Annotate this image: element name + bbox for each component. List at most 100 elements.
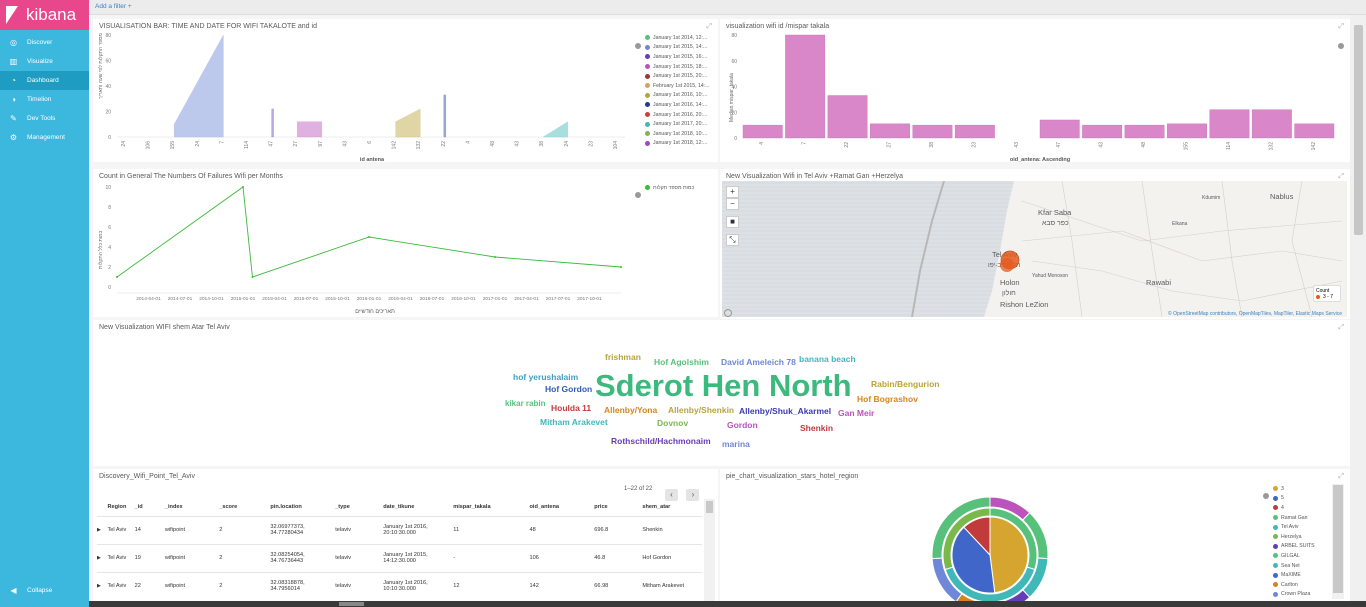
word-cloud-term[interactable]: Hof Agolshim	[654, 357, 709, 367]
expand-row-icon[interactable]: ▶	[97, 583, 101, 590]
word-cloud-term[interactable]: Shenkin	[800, 423, 834, 433]
word-cloud-term[interactable]: Gordon	[727, 420, 758, 430]
line-point[interactable]	[116, 276, 118, 278]
bar[interactable]	[1082, 124, 1123, 139]
row-toggle[interactable]: ▶	[97, 515, 108, 544]
table-row[interactable]: ▶ Tel Aviv 19 wifipoint 2 32.08254054, 34.767…	[97, 543, 702, 572]
bar[interactable]	[954, 124, 995, 139]
sidebar-item-timelion[interactable]: ◑ Timelion	[0, 90, 89, 109]
column-header[interactable]: _index	[164, 504, 183, 511]
column-header[interactable]: mispar_takala	[453, 504, 491, 511]
draw-shape-icon[interactable]: ■	[726, 216, 739, 228]
scroll-thumb[interactable]	[706, 501, 713, 513]
legend-item[interactable]: MaXIME	[1273, 570, 1328, 580]
map-canvas[interactable]: Kfar Saba כפר סבא Tel Aviv תל אביב-יפו H…	[722, 181, 1347, 317]
bar[interactable]	[742, 124, 783, 139]
next-page-button[interactable]: ›	[686, 489, 700, 501]
legend-item[interactable]: Sea Net	[1273, 561, 1328, 571]
bar[interactable]	[785, 34, 826, 139]
column-header[interactable]: shem_atar	[642, 504, 671, 511]
expand-icon[interactable]: ⤢	[706, 23, 712, 30]
word-cloud-term[interactable]: marina	[722, 439, 750, 449]
pie-slice[interactable]	[942, 507, 991, 571]
pie-slice[interactable]	[989, 516, 1029, 594]
sidebar-item-management[interactable]: ⚙ Management	[0, 128, 89, 147]
expand-icon[interactable]: ⤢	[1338, 173, 1344, 180]
table-row[interactable]: ▶ Tel Aviv 22 wifipoint 2 32.08318878, 34.795…	[97, 571, 702, 600]
legend-item[interactable]: Ramat Gan	[1273, 513, 1328, 523]
column-header[interactable]: oid_antena	[529, 504, 560, 511]
word-cloud-term[interactable]: banana beach	[799, 354, 856, 364]
bar[interactable]	[1167, 123, 1207, 139]
area-series[interactable]	[296, 121, 323, 138]
row-toggle[interactable]: ▶	[97, 571, 108, 600]
area-series[interactable]	[173, 34, 224, 138]
legend-item[interactable]: January 1st 2016, 20:...	[645, 110, 715, 120]
fit-bounds-icon[interactable]: ⤡	[726, 234, 739, 246]
word-cloud-term[interactable]: Gan Meir	[838, 408, 875, 418]
word-cloud-term[interactable]: David Ameleich 78	[721, 357, 796, 367]
word-cloud-term[interactable]: Allenby/Shuk_Akarmel	[739, 406, 832, 416]
legend-item[interactable]: January 1st 2018, 10:...	[645, 129, 715, 139]
table-scrollbar[interactable]	[704, 499, 715, 603]
area-series[interactable]	[443, 94, 447, 138]
legend-item[interactable]: ARBEL SUITS	[1273, 542, 1328, 552]
legend-item[interactable]: January 1st 2014, 12:...	[645, 33, 715, 43]
column-header[interactable]: pin.location	[270, 504, 302, 511]
word-cloud-term[interactable]: Sderot Hen North	[595, 368, 852, 403]
bar[interactable]	[1251, 109, 1292, 139]
word-cloud-term[interactable]: frishman	[605, 352, 641, 362]
word-cloud-term[interactable]: Allenby/Shenkin	[668, 405, 735, 415]
horizontal-scroll-thumb[interactable]	[339, 602, 364, 606]
expand-row-icon[interactable]: ▶	[97, 555, 101, 561]
bar[interactable]	[827, 95, 868, 139]
legend-item[interactable]: GILGAL	[1273, 551, 1328, 561]
legend-item[interactable]: 4	[1273, 503, 1328, 513]
zoom-out-button[interactable]: −	[726, 198, 739, 210]
legend-item[interactable]: January 1st 2015, 20:...	[645, 71, 715, 81]
area-series[interactable]	[542, 121, 569, 138]
expand-row-icon[interactable]: ▶	[97, 527, 101, 533]
legend-item[interactable]: Herzelya	[1273, 532, 1328, 542]
sidebar-item-dev-tools[interactable]: ✎ Dev Tools	[0, 109, 89, 128]
toggle-legend-icon[interactable]	[635, 36, 641, 54]
bar[interactable]	[870, 123, 910, 139]
line-point[interactable]	[620, 266, 622, 268]
row-toggle[interactable]: ▶	[97, 543, 108, 572]
collapse-button[interactable]: ◀ Collapse	[0, 583, 52, 597]
legend-item[interactable]: Tel Aviv	[1273, 522, 1328, 532]
page-scroll-thumb[interactable]	[1354, 25, 1363, 235]
word-cloud-term[interactable]: Hof Gordon	[545, 384, 593, 394]
line-point[interactable]	[251, 276, 254, 278]
column-header[interactable]: price	[594, 504, 608, 511]
pie-slice[interactable]	[931, 496, 991, 560]
legend-item[interactable]: January 1st 2018, 12:...	[645, 139, 715, 149]
legend-item[interactable]: 5	[1273, 494, 1328, 504]
bar[interactable]	[912, 124, 953, 139]
legend-scrollbar[interactable]	[1332, 484, 1344, 599]
column-header[interactable]: date_tikune	[383, 504, 415, 511]
word-cloud-term[interactable]: hof yerushalaim	[513, 372, 579, 382]
column-header[interactable]: _score	[219, 504, 238, 511]
scroll-thumb[interactable]	[1333, 485, 1343, 593]
word-cloud-term[interactable]: Allenby/Yona	[604, 405, 658, 415]
line-point[interactable]	[368, 236, 370, 238]
column-header[interactable]: Region	[107, 504, 127, 511]
word-cloud-term[interactable]: Rothschild/Hachmonaim	[611, 436, 711, 446]
bar[interactable]	[1294, 123, 1335, 139]
add-filter-link[interactable]: Add a filter +	[95, 3, 132, 10]
legend-item[interactable]: January 1st 2016, 10:...	[645, 91, 715, 101]
area-series[interactable]	[271, 108, 274, 138]
word-cloud-term[interactable]: Houlda 11	[551, 403, 592, 413]
expand-icon[interactable]: ⤢	[1338, 23, 1344, 30]
legend-item[interactable]: January 1st 2016, 14:...	[645, 100, 715, 110]
line-point[interactable]	[494, 256, 496, 258]
bar[interactable]	[1124, 124, 1165, 139]
pie-slice[interactable]	[951, 526, 996, 594]
expand-icon[interactable]: ⤢	[1338, 473, 1344, 480]
area-series[interactable]	[395, 108, 421, 138]
sidebar-item-discover[interactable]: ◎ Discover	[0, 33, 89, 52]
legend-item[interactable]: Crown Plaza	[1273, 590, 1328, 600]
legend-item[interactable]: Carlton	[1273, 580, 1328, 590]
word-cloud-term[interactable]: kikar rabin	[505, 399, 546, 408]
